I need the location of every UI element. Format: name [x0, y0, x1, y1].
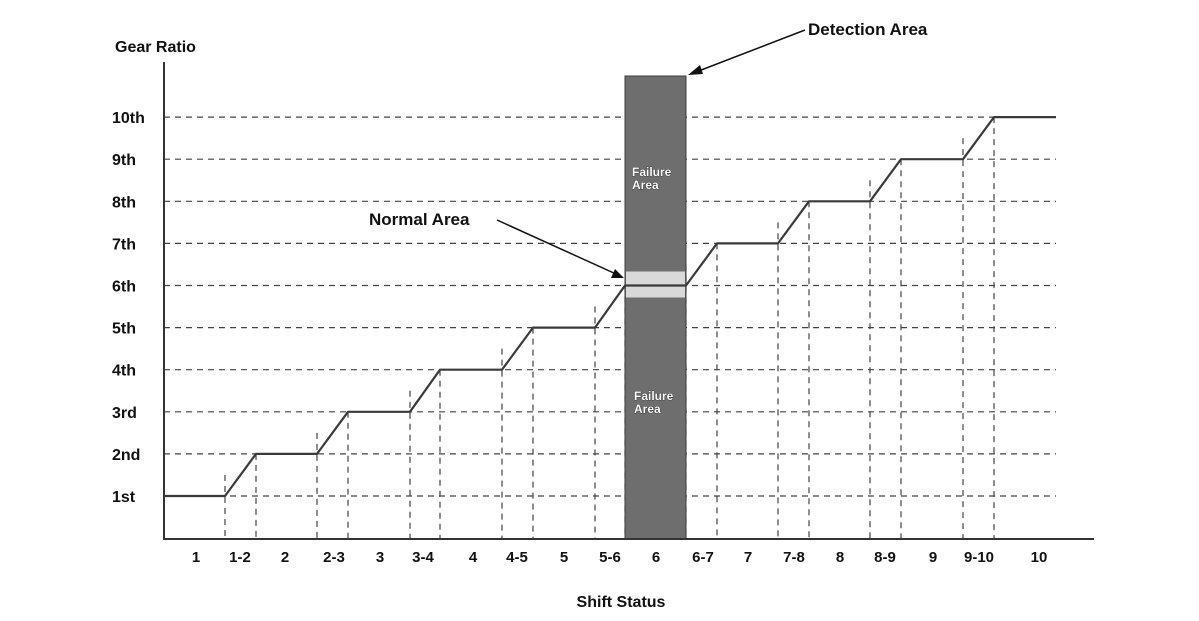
detection-area-arrowhead: [688, 65, 703, 75]
x-tick-label-10: 10: [1031, 549, 1048, 566]
detection-area-band: [624, 75, 687, 540]
x-tick-label-3-4: 3-4: [412, 549, 434, 566]
x-axis-title: Shift Status: [577, 594, 666, 611]
detection-area-label: Detection Area: [808, 20, 928, 39]
x-tick-label-9: 9: [929, 549, 937, 566]
x-tick-label-2-3: 2-3: [323, 549, 345, 566]
x-tick-label-9-10: 9-10: [964, 549, 994, 566]
x-tick-label-2: 2: [281, 549, 289, 566]
y-tick-label-7th: 7th: [112, 236, 136, 253]
normal-area-label: Normal Area: [369, 210, 470, 229]
normal-area-arrow: [496, 219, 617, 275]
x-tick-label-7-8: 7-8: [783, 549, 805, 566]
y-tick-label-3rd: 3rd: [112, 405, 137, 422]
y-tick-label-5th: 5th: [112, 321, 136, 338]
y-tick-label-1st: 1st: [112, 489, 136, 506]
normal-area-arrowhead: [611, 269, 624, 278]
x-tick-label-1: 1: [192, 549, 200, 566]
y-tick-label-6th: 6th: [112, 279, 136, 296]
x-tick-label-6: 6: [652, 549, 660, 566]
y-axis-title: Gear Ratio: [115, 39, 196, 56]
y-tick-label-8th: 8th: [112, 194, 136, 211]
y-tick-label-9th: 9th: [112, 152, 136, 169]
failure-area-upper-label: Failure Area: [632, 165, 672, 192]
x-tick-label-8-9: 8-9: [874, 549, 896, 566]
x-tick-label-5: 5: [560, 549, 568, 566]
x-tick-label-6-7: 6-7: [692, 549, 714, 566]
detection-area-arrow: [695, 29, 806, 73]
y-tick-label-2nd: 2nd: [112, 447, 140, 464]
y-tick-label-4th: 4th: [112, 363, 136, 380]
gear-ratio-series-line: [164, 116, 1056, 498]
failure-area-lower-label: Failure Area: [634, 389, 674, 416]
x-tick-label-4: 4: [469, 549, 478, 566]
y-tick-label-10th: 10th: [112, 110, 145, 127]
failure-area-lower-label-line-2: Area: [634, 402, 661, 416]
x-tick-label-7: 7: [744, 549, 752, 566]
x-tick-label-4-5: 4-5: [506, 549, 528, 566]
failure-area-upper-label-line-2: Area: [632, 178, 659, 192]
x-tick-label-3: 3: [376, 549, 384, 566]
failure-area-lower-label-line-1: Failure: [634, 389, 674, 403]
x-tick-label-5-6: 5-6: [599, 549, 621, 566]
x-tick-label-8: 8: [836, 549, 844, 566]
x-tick-label-1-2: 1-2: [229, 549, 251, 566]
failure-area-upper-label-line-1: Failure: [632, 165, 672, 179]
